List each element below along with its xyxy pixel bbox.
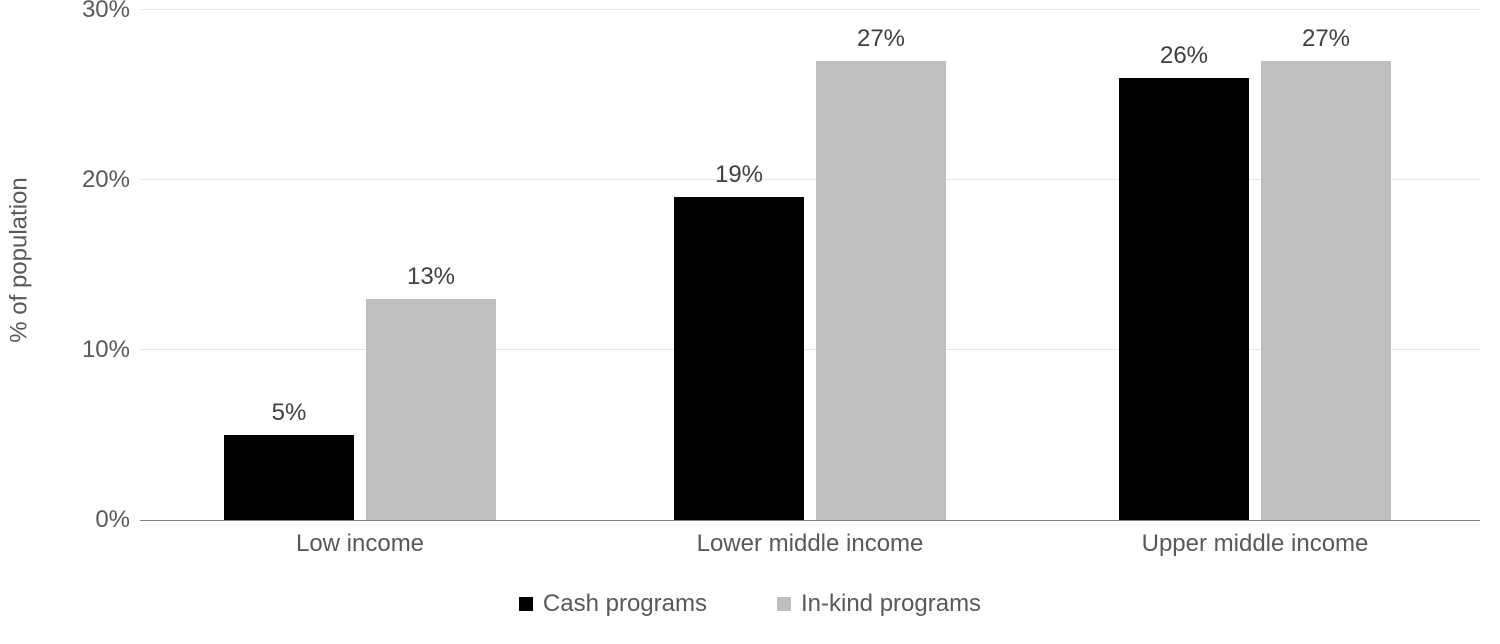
legend-label-cash: Cash programs [543, 590, 707, 618]
data-label: 27% [821, 25, 941, 53]
legend-item-inkind: In-kind programs [777, 590, 981, 618]
y-tick-label: 30% [30, 0, 130, 24]
y-tick-label: 0% [30, 506, 130, 534]
data-label: 19% [679, 161, 799, 189]
gridline [140, 9, 1480, 10]
bar [674, 197, 804, 520]
y-tick-label: 10% [30, 336, 130, 364]
legend-swatch-cash [519, 597, 533, 611]
data-label: 27% [1266, 25, 1386, 53]
y-tick-label: 20% [30, 166, 130, 194]
bar-chart: % of population 5% 13% 19% 27% 26% 27% Cash p… [0, 0, 1500, 644]
bar [816, 61, 946, 520]
data-label: 5% [229, 399, 349, 427]
legend: Cash programs In-kind programs [0, 590, 1500, 618]
bar [1261, 61, 1391, 520]
legend-swatch-inkind [777, 597, 791, 611]
x-category-label: Lower middle income [697, 530, 924, 558]
data-label: 26% [1124, 42, 1244, 70]
bar [224, 435, 354, 520]
x-category-label: Upper middle income [1142, 530, 1369, 558]
bar [366, 299, 496, 520]
plot-area: 5% 13% 19% 27% 26% 27% [140, 10, 1480, 521]
y-axis-title-text: % of population [6, 177, 34, 342]
legend-item-cash: Cash programs [519, 590, 707, 618]
data-label: 13% [371, 263, 491, 291]
y-axis-title: % of population [0, 0, 40, 520]
bar [1119, 78, 1249, 520]
x-category-label: Low income [296, 530, 424, 558]
legend-label-inkind: In-kind programs [801, 590, 981, 618]
